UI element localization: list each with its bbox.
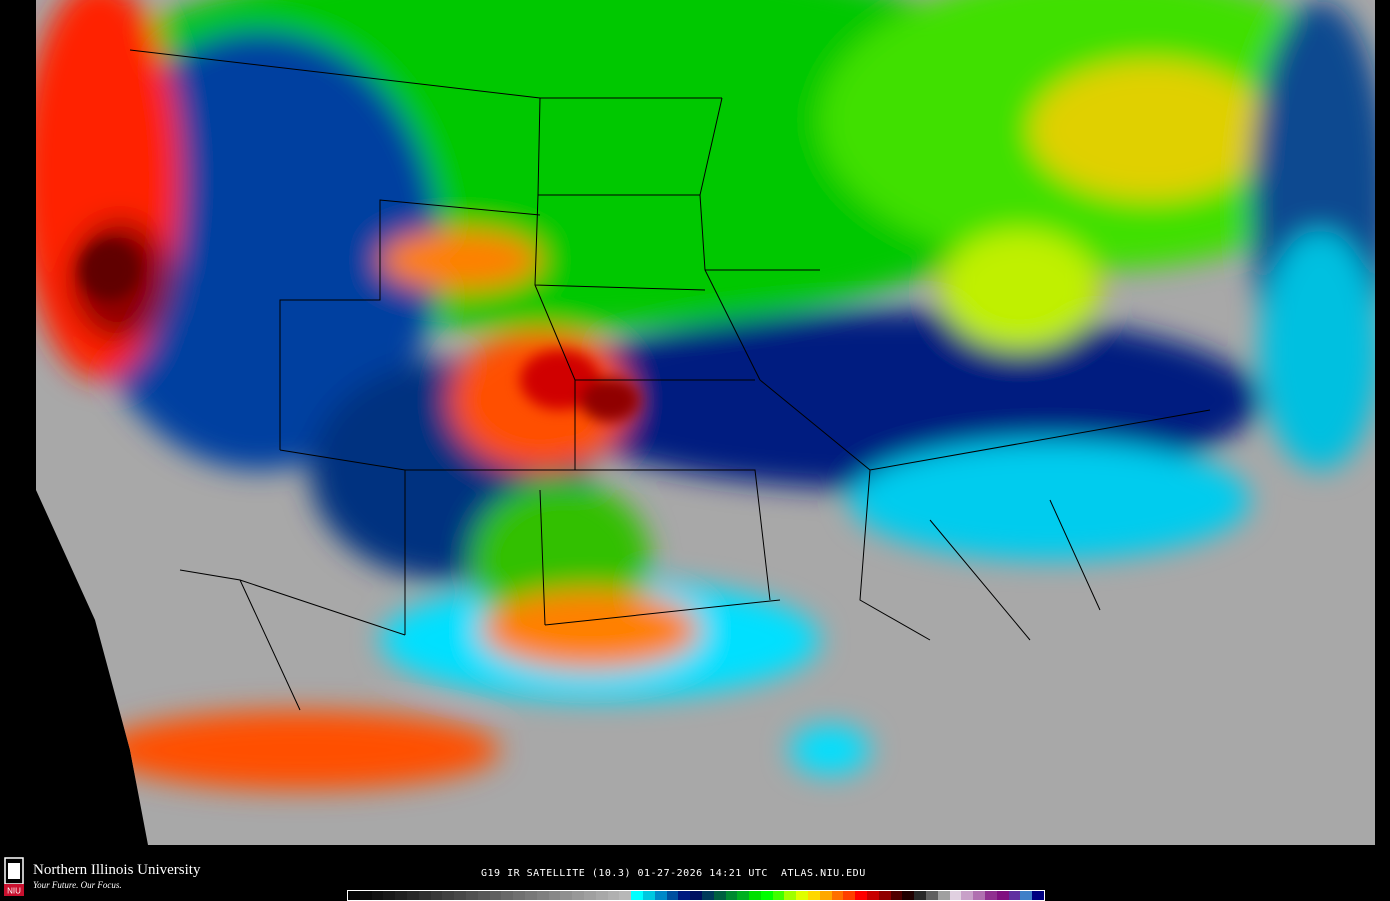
niu-logo: NIU — [4, 857, 24, 896]
colorbar-swatch — [572, 891, 584, 900]
colorbar-swatch — [513, 891, 525, 900]
colorbar-swatch — [395, 891, 407, 900]
colorbar-swatch — [477, 891, 490, 900]
colorbar-swatch — [690, 891, 702, 900]
colorbar-swatch — [796, 891, 809, 900]
colorbar-swatch — [985, 891, 997, 900]
colorbar-swatch — [595, 891, 608, 900]
colorbar-swatch — [442, 891, 455, 900]
colorbar-swatch — [406, 891, 419, 900]
colorbar-swatch — [843, 891, 856, 900]
colorbar-swatch — [607, 891, 620, 900]
temperature-colorbar — [347, 890, 1045, 901]
colorbar-swatch — [430, 891, 443, 900]
colorbar-swatch — [1032, 891, 1045, 900]
colorbar-swatch — [926, 891, 938, 900]
colorbar-swatch — [489, 891, 502, 900]
colorbar-swatch — [666, 891, 679, 900]
colorbar-swatch — [548, 891, 561, 900]
colorbar-swatch — [725, 891, 738, 900]
colorbar-swatch — [890, 891, 903, 900]
colorbar-swatch — [678, 891, 691, 900]
colorbar-swatch — [760, 891, 773, 900]
colorbar-swatch — [772, 891, 785, 900]
university-tagline: Your Future. Our Focus. — [33, 880, 122, 890]
colorbar-swatch — [501, 891, 514, 900]
colorbar-swatch — [914, 891, 927, 900]
colorbar-swatch — [749, 891, 761, 900]
colorbar-swatch — [1008, 891, 1021, 900]
cloud-imagery — [36, 0, 1375, 845]
colorbar-swatch — [359, 891, 372, 900]
state-borders — [129, 49, 1211, 711]
colorbar-swatch — [1020, 891, 1033, 900]
colorbar-swatch — [465, 891, 478, 900]
colorbar-swatch — [973, 891, 986, 900]
colorbar-swatch — [418, 891, 431, 900]
colorbar-swatch — [902, 891, 915, 900]
colorbar-swatch — [937, 891, 950, 900]
colorbar-swatch — [348, 891, 360, 900]
colorbar-swatch — [713, 891, 726, 900]
colorbar-swatch — [454, 891, 466, 900]
colorbar-swatch — [878, 891, 891, 900]
satellite-map — [36, 0, 1375, 845]
colorbar-swatch — [701, 891, 714, 900]
colorbar-swatch — [831, 891, 844, 900]
colorbar-swatch — [631, 891, 643, 900]
colorbar-swatch — [371, 891, 384, 900]
colorbar-swatch — [583, 891, 596, 900]
svg-text:NIU: NIU — [7, 887, 21, 896]
colorbar-swatch — [819, 891, 832, 900]
colorbar-swatch — [524, 891, 537, 900]
colorbar-swatch — [737, 891, 750, 900]
colorbar-swatch — [996, 891, 1009, 900]
colorbar-swatch — [619, 891, 632, 900]
colorbar-swatch — [642, 891, 655, 900]
university-name: Northern Illinois University — [33, 862, 201, 878]
colorbar-swatch — [536, 891, 549, 900]
image-caption: G19 IR SATELLITE (10.3) 01-27-2026 14:21… — [481, 868, 866, 879]
colorbar-swatch — [949, 891, 962, 900]
colorbar-swatch — [784, 891, 797, 900]
colorbar-swatch — [560, 891, 573, 900]
colorbar-swatch — [654, 891, 667, 900]
colorbar-swatch — [867, 891, 879, 900]
colorbar-swatch — [383, 891, 396, 900]
colorbar-swatch — [855, 891, 868, 900]
colorbar-swatch — [808, 891, 820, 900]
colorbar-swatch — [961, 891, 974, 900]
